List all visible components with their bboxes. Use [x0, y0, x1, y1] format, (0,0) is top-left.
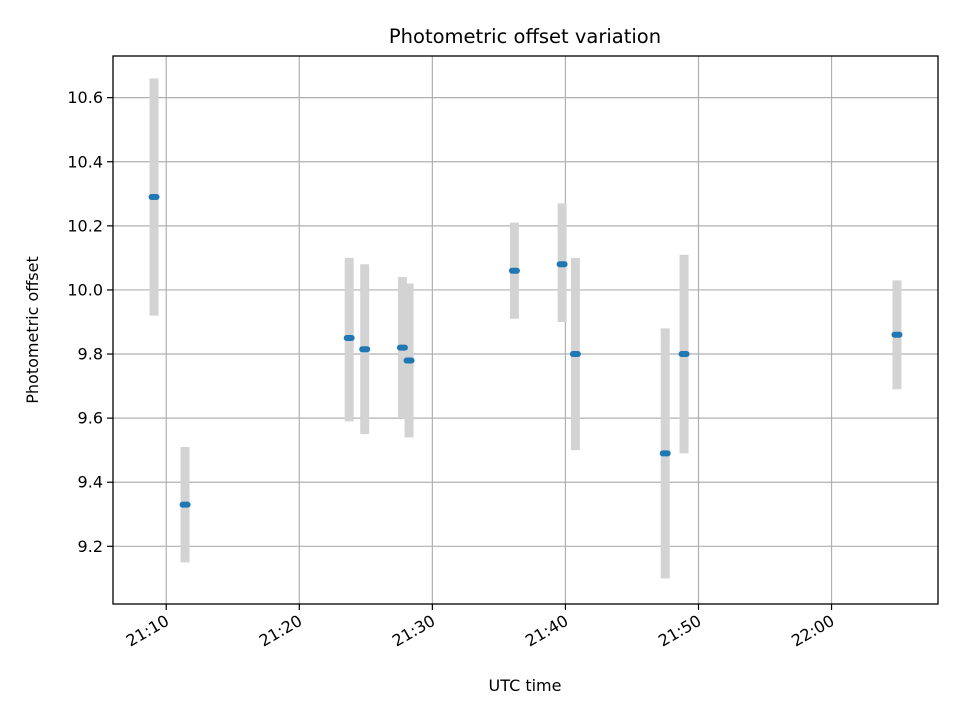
y-tick-label: 10.2 [67, 216, 103, 235]
data-point [569, 351, 581, 358]
data-point [891, 331, 903, 338]
data-point [359, 346, 371, 353]
y-tick-label: 9.2 [78, 537, 103, 556]
x-axis-label: UTC time [489, 676, 562, 695]
chart-title: Photometric offset variation [389, 25, 661, 48]
y-tick-label: 10.4 [67, 152, 103, 171]
data-point [508, 267, 520, 274]
data-point [403, 357, 415, 364]
data-points [148, 194, 903, 508]
y-tick-label: 10.0 [67, 280, 103, 299]
y-tick-label: 9.6 [78, 409, 103, 428]
y-axis-ticks: 9.2 9.4 9.6 9.8 10.0 10.2 10.4 10.6 [67, 88, 113, 556]
data-point [396, 344, 408, 351]
data-point [179, 501, 191, 508]
data-point [556, 261, 568, 268]
data-point [148, 194, 160, 201]
plot-frame [112, 55, 939, 605]
data-point [659, 450, 671, 457]
data-point [678, 351, 690, 358]
y-tick-label: 10.6 [67, 88, 103, 107]
grid [113, 56, 938, 604]
y-axis-label: Photometric offset [23, 256, 42, 404]
y-tick-label: 9.8 [78, 345, 103, 364]
y-tick-label: 9.4 [78, 473, 103, 492]
plot-area [113, 56, 938, 604]
data-point [343, 335, 355, 342]
